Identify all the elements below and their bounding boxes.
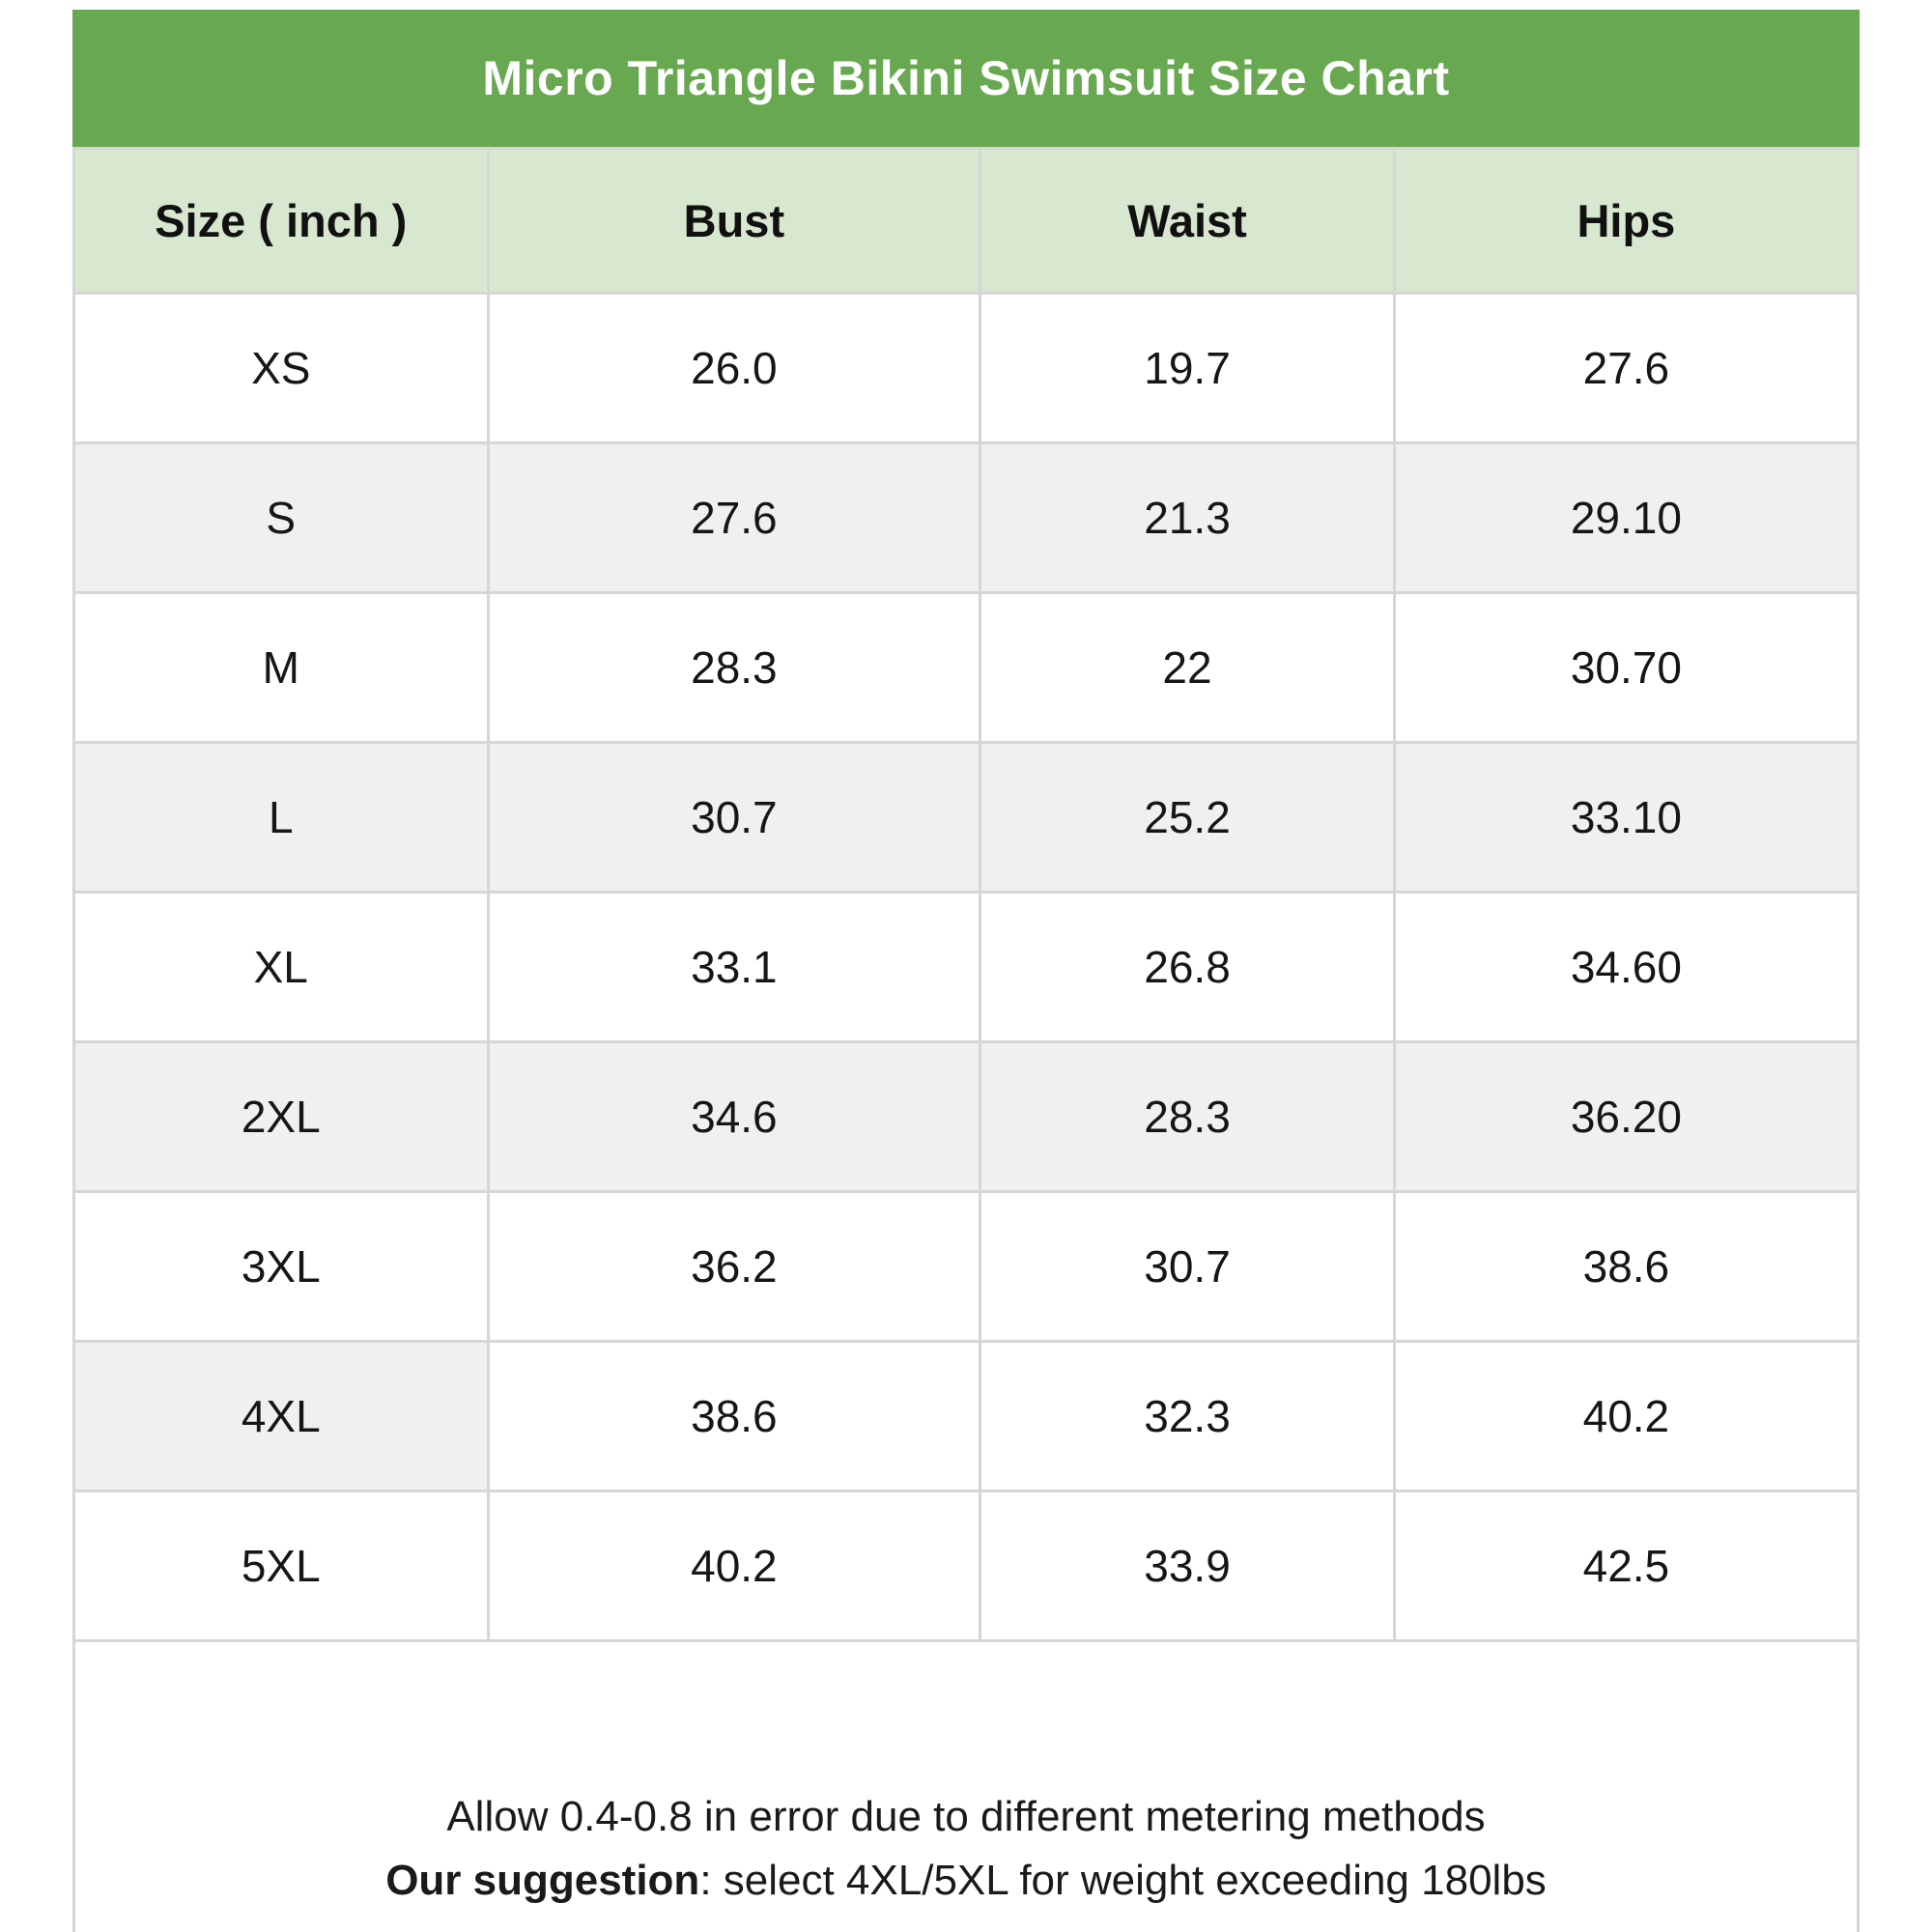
chart-title-bar: Micro Triangle Bikini Swimsuit Size Char… bbox=[72, 10, 1860, 147]
bust-cell: 28.3 bbox=[486, 591, 982, 744]
size-cell: 3XL bbox=[72, 1190, 490, 1343]
hips-cell: 30.70 bbox=[1392, 591, 1861, 744]
waist-cell: 32.3 bbox=[979, 1340, 1396, 1492]
table-body: XS 26.0 19.7 27.6 S 27.6 21.3 29.10 M 28… bbox=[72, 292, 1861, 1642]
size-cell: 4XL bbox=[72, 1340, 490, 1492]
size-cell: M bbox=[72, 591, 490, 744]
waist-cell: 28.3 bbox=[979, 1040, 1396, 1193]
size-cell: XL bbox=[72, 891, 490, 1043]
hips-cell: 36.20 bbox=[1392, 1040, 1861, 1193]
hips-cell: 42.5 bbox=[1392, 1490, 1861, 1642]
waist-cell: 22 bbox=[979, 591, 1396, 744]
size-cell: S bbox=[72, 441, 490, 594]
hips-cell: 27.6 bbox=[1392, 292, 1861, 444]
bust-cell: 34.6 bbox=[486, 1040, 982, 1193]
table-row: 5XL 40.2 33.9 42.5 bbox=[72, 1490, 1861, 1642]
chart-title: Micro Triangle Bikini Swimsuit Size Char… bbox=[482, 51, 1450, 105]
hips-cell: 38.6 bbox=[1392, 1190, 1861, 1343]
column-header-hips: Hips bbox=[1392, 147, 1861, 295]
header-row: Size ( inch ) Bust Waist Hips bbox=[72, 147, 1861, 295]
table-row: L 30.7 25.2 33.10 bbox=[72, 741, 1861, 894]
table-row: 2XL 34.6 28.3 36.20 bbox=[72, 1040, 1861, 1193]
size-cell: XS bbox=[72, 292, 490, 444]
bust-cell: 30.7 bbox=[486, 741, 982, 894]
footnote-suggestion-label: Our suggestion bbox=[385, 1857, 700, 1904]
table-row: XS 26.0 19.7 27.6 bbox=[72, 292, 1861, 444]
hips-cell: 34.60 bbox=[1392, 891, 1861, 1043]
table-row: S 27.6 21.3 29.10 bbox=[72, 441, 1861, 594]
hips-cell: 40.2 bbox=[1392, 1340, 1861, 1492]
column-header-size: Size ( inch ) bbox=[72, 147, 490, 295]
footnote-suggestion-text: : select 4XL/5XL for weight exceeding 18… bbox=[699, 1857, 1547, 1904]
column-header-bust: Bust bbox=[486, 147, 982, 295]
bust-cell: 38.6 bbox=[486, 1340, 982, 1492]
size-table: Size ( inch ) Bust Waist Hips XS 26.0 19… bbox=[72, 147, 1861, 1642]
table-header: Size ( inch ) Bust Waist Hips bbox=[72, 147, 1861, 295]
footnote-suggestion-line: Our suggestion: select 4XL/5XL for weigh… bbox=[75, 1849, 1857, 1913]
waist-cell: 30.7 bbox=[979, 1190, 1396, 1343]
bust-cell: 40.2 bbox=[486, 1490, 982, 1642]
table-row: 4XL 38.6 32.3 40.2 bbox=[72, 1340, 1861, 1492]
size-cell: 5XL bbox=[72, 1490, 490, 1642]
hips-cell: 33.10 bbox=[1392, 741, 1861, 894]
size-cell: L bbox=[72, 741, 490, 894]
column-header-waist: Waist bbox=[979, 147, 1396, 295]
footnote: Allow 0.4-0.8 in error due to different … bbox=[72, 1642, 1860, 1932]
bust-cell: 26.0 bbox=[486, 292, 982, 444]
bust-cell: 33.1 bbox=[486, 891, 982, 1043]
table-row: 3XL 36.2 30.7 38.6 bbox=[72, 1190, 1861, 1343]
size-chart: Micro Triangle Bikini Swimsuit Size Char… bbox=[72, 10, 1861, 1932]
table-row: XL 33.1 26.8 34.60 bbox=[72, 891, 1861, 1043]
size-cell: 2XL bbox=[72, 1040, 490, 1193]
waist-cell: 25.2 bbox=[979, 741, 1396, 894]
bust-cell: 36.2 bbox=[486, 1190, 982, 1343]
waist-cell: 21.3 bbox=[979, 441, 1396, 594]
footnote-error-line: Allow 0.4-0.8 in error due to different … bbox=[446, 1793, 1486, 1840]
waist-cell: 33.9 bbox=[979, 1490, 1396, 1642]
table-row: M 28.3 22 30.70 bbox=[72, 591, 1861, 744]
hips-cell: 29.10 bbox=[1392, 441, 1861, 594]
waist-cell: 19.7 bbox=[979, 292, 1396, 444]
waist-cell: 26.8 bbox=[979, 891, 1396, 1043]
bust-cell: 27.6 bbox=[486, 441, 982, 594]
